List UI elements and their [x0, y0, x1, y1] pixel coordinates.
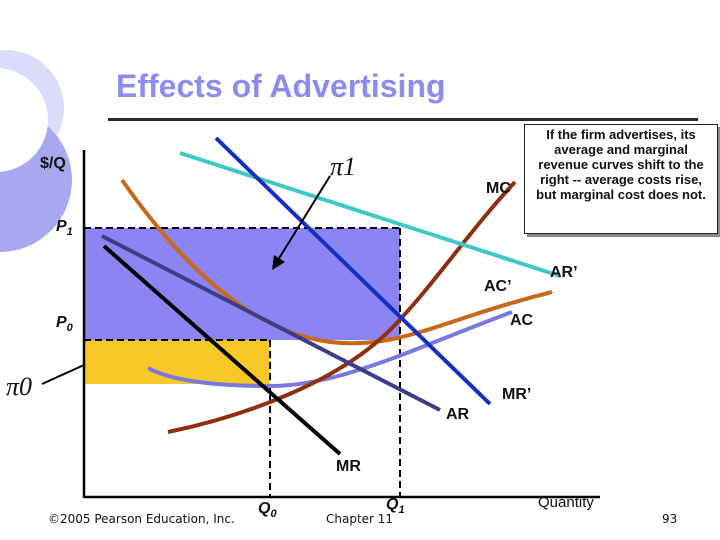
ar-label: AR: [446, 406, 470, 423]
p0-label: P0: [56, 314, 73, 334]
q1-label: Q1: [386, 496, 405, 516]
page-number: 93: [662, 512, 678, 526]
q0-letter: Q: [258, 500, 271, 517]
pi0-label: π0: [6, 372, 33, 401]
q0-subscript: 0: [270, 508, 277, 521]
p0-subscript: 0: [66, 322, 73, 335]
ac-prime-label: AC’: [484, 278, 512, 295]
ar-prime-label: AR’: [550, 264, 578, 281]
mr-curve: [102, 244, 342, 456]
q1-subscript: 1: [398, 504, 405, 517]
p1-letter: P: [56, 218, 67, 235]
chapter-text: Chapter 11: [326, 512, 394, 526]
mc-label: MC: [486, 180, 511, 197]
callout-box: If the firm advertises, its average and …: [524, 124, 718, 234]
p0-letter: P: [56, 314, 67, 331]
pi0-arrow-line: [41, 364, 85, 385]
pi1-label: π1: [330, 152, 357, 181]
ac-label: AC: [510, 312, 534, 329]
p1-subscript: 1: [66, 226, 73, 239]
ac-prime-curve: [120, 178, 553, 346]
pi1-arrow-head: [272, 255, 285, 270]
p1-label: P1: [56, 218, 73, 238]
profit-area-pi1: [84, 228, 400, 340]
mr-prime-label: MR’: [502, 386, 532, 403]
mr-label: MR: [336, 458, 361, 475]
y-axis-label: $/Q: [40, 155, 66, 172]
ar-curve: [101, 234, 441, 412]
title-divider: [108, 118, 698, 121]
slide-title: Effects of Advertising: [116, 68, 446, 104]
pi1-arrow-line: [277, 175, 331, 261]
ac-curve: [147, 310, 513, 389]
ar-prime-curve: [179, 151, 561, 278]
q1-letter: Q: [386, 496, 399, 513]
decor-circle-inner: [0, 68, 48, 172]
mc-curve: [167, 180, 517, 434]
copyright-text: ©2005 Pearson Education, Inc.: [48, 512, 235, 526]
q0-label: Q0: [258, 500, 277, 520]
x-axis-label: Quantity: [538, 494, 594, 511]
mr-prime-curve: [214, 136, 492, 406]
